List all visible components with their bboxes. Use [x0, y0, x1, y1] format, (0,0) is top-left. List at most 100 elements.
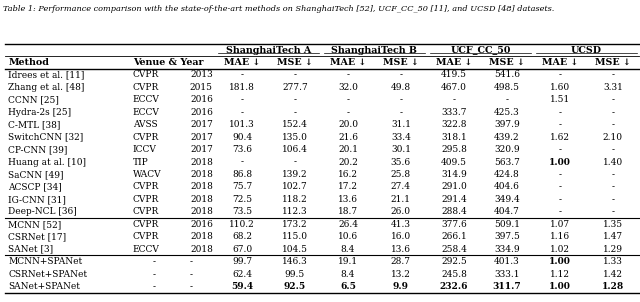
Text: 401.3: 401.3 [494, 257, 520, 266]
Text: 3.31: 3.31 [603, 83, 623, 92]
Text: CVPR: CVPR [132, 70, 159, 79]
Text: 2018: 2018 [190, 182, 213, 191]
Text: CVPR: CVPR [132, 232, 159, 241]
Text: 90.4: 90.4 [232, 133, 252, 142]
Text: CCNN [25]: CCNN [25] [8, 95, 59, 104]
Text: 2016: 2016 [190, 220, 213, 229]
Text: 2018: 2018 [190, 158, 213, 167]
Text: 75.7: 75.7 [232, 182, 252, 191]
Text: 1.62: 1.62 [550, 133, 570, 142]
Text: 17.2: 17.2 [338, 182, 358, 191]
Text: 311.7: 311.7 [493, 282, 521, 291]
Text: 102.7: 102.7 [282, 182, 308, 191]
Text: 1.42: 1.42 [603, 270, 623, 279]
Text: 20.2: 20.2 [338, 158, 358, 167]
Text: 73.5: 73.5 [232, 207, 252, 217]
Text: 104.5: 104.5 [282, 245, 308, 254]
Text: IG-CNN [31]: IG-CNN [31] [8, 195, 66, 204]
Text: 72.5: 72.5 [232, 195, 252, 204]
Text: 541.6: 541.6 [494, 70, 520, 79]
Text: 27.4: 27.4 [391, 182, 411, 191]
Text: 26.0: 26.0 [391, 207, 411, 217]
Text: 62.4: 62.4 [232, 270, 252, 279]
Text: -: - [241, 158, 243, 167]
Text: SaCNN [49]: SaCNN [49] [8, 170, 64, 179]
Text: 509.1: 509.1 [494, 220, 520, 229]
Text: -: - [611, 70, 614, 79]
Text: 2013: 2013 [190, 70, 213, 79]
Text: 1.28: 1.28 [602, 282, 624, 291]
Text: 2.10: 2.10 [603, 133, 623, 142]
Text: MCNN [52]: MCNN [52] [8, 220, 61, 229]
Text: 21.6: 21.6 [338, 133, 358, 142]
Text: -: - [152, 270, 156, 279]
Text: 1.00: 1.00 [549, 257, 571, 266]
Text: 18.7: 18.7 [338, 207, 358, 217]
Text: 101.3: 101.3 [229, 120, 255, 129]
Text: MAE ↓: MAE ↓ [224, 58, 260, 67]
Text: 2018: 2018 [190, 207, 213, 217]
Text: SwitchCNN [32]: SwitchCNN [32] [8, 133, 84, 142]
Text: -: - [294, 70, 296, 79]
Text: -: - [152, 282, 156, 291]
Text: 322.8: 322.8 [441, 120, 467, 129]
Text: 33.4: 33.4 [391, 133, 411, 142]
Text: -: - [611, 95, 614, 104]
Text: Hydra-2s [25]: Hydra-2s [25] [8, 108, 72, 117]
Text: 20.0: 20.0 [338, 120, 358, 129]
Text: Deep-NCL [36]: Deep-NCL [36] [8, 207, 77, 217]
Text: -: - [611, 207, 614, 217]
Text: 106.4: 106.4 [282, 145, 308, 154]
Text: Zhang et al. [48]: Zhang et al. [48] [8, 83, 84, 92]
Text: -: - [294, 95, 296, 104]
Text: 41.3: 41.3 [391, 220, 411, 229]
Text: -: - [611, 182, 614, 191]
Text: 377.6: 377.6 [441, 220, 467, 229]
Text: 68.2: 68.2 [232, 232, 252, 241]
Text: MAE ↓: MAE ↓ [436, 58, 472, 67]
Text: 397.5: 397.5 [494, 232, 520, 241]
Text: 139.2: 139.2 [282, 170, 308, 179]
Text: MAE ↓: MAE ↓ [330, 58, 366, 67]
Text: 173.2: 173.2 [282, 220, 308, 229]
Text: ShanghaiTech B: ShanghaiTech B [332, 46, 417, 55]
Text: 6.5: 6.5 [340, 282, 356, 291]
Text: 2017: 2017 [190, 133, 213, 142]
Text: 1.07: 1.07 [550, 220, 570, 229]
Text: 2018: 2018 [190, 170, 213, 179]
Text: 59.4: 59.4 [231, 282, 253, 291]
Text: CVPR: CVPR [132, 220, 159, 229]
Text: 2018: 2018 [190, 245, 213, 254]
Text: MSE ↓: MSE ↓ [277, 58, 313, 67]
Text: 1.29: 1.29 [603, 245, 623, 254]
Text: CVPR: CVPR [132, 133, 159, 142]
Text: 31.1: 31.1 [391, 120, 411, 129]
Text: 1.35: 1.35 [603, 220, 623, 229]
Text: 13.6: 13.6 [391, 245, 411, 254]
Text: 92.5: 92.5 [284, 282, 306, 291]
Text: 10.6: 10.6 [338, 232, 358, 241]
Text: -: - [558, 70, 561, 79]
Text: -: - [346, 95, 349, 104]
Text: 292.5: 292.5 [441, 257, 467, 266]
Text: 1.33: 1.33 [603, 257, 623, 266]
Text: 2018: 2018 [190, 232, 213, 241]
Text: 1.51: 1.51 [550, 95, 570, 104]
Text: ECCV: ECCV [132, 245, 159, 254]
Text: 1.00: 1.00 [549, 282, 571, 291]
Text: 1.16: 1.16 [550, 232, 570, 241]
Text: 295.8: 295.8 [441, 145, 467, 154]
Text: Idrees et al. [11]: Idrees et al. [11] [8, 70, 84, 79]
Text: 439.2: 439.2 [494, 133, 520, 142]
Text: 73.6: 73.6 [232, 145, 252, 154]
Text: 2017: 2017 [190, 120, 213, 129]
Text: 245.8: 245.8 [441, 270, 467, 279]
Text: 32.0: 32.0 [338, 83, 358, 92]
Text: C-MTL [38]: C-MTL [38] [8, 120, 61, 129]
Text: CVPR: CVPR [132, 182, 159, 191]
Text: 20.1: 20.1 [338, 145, 358, 154]
Text: 349.4: 349.4 [494, 195, 520, 204]
Text: -: - [558, 182, 561, 191]
Text: Venue & Year: Venue & Year [132, 58, 203, 67]
Text: CVPR: CVPR [132, 207, 159, 217]
